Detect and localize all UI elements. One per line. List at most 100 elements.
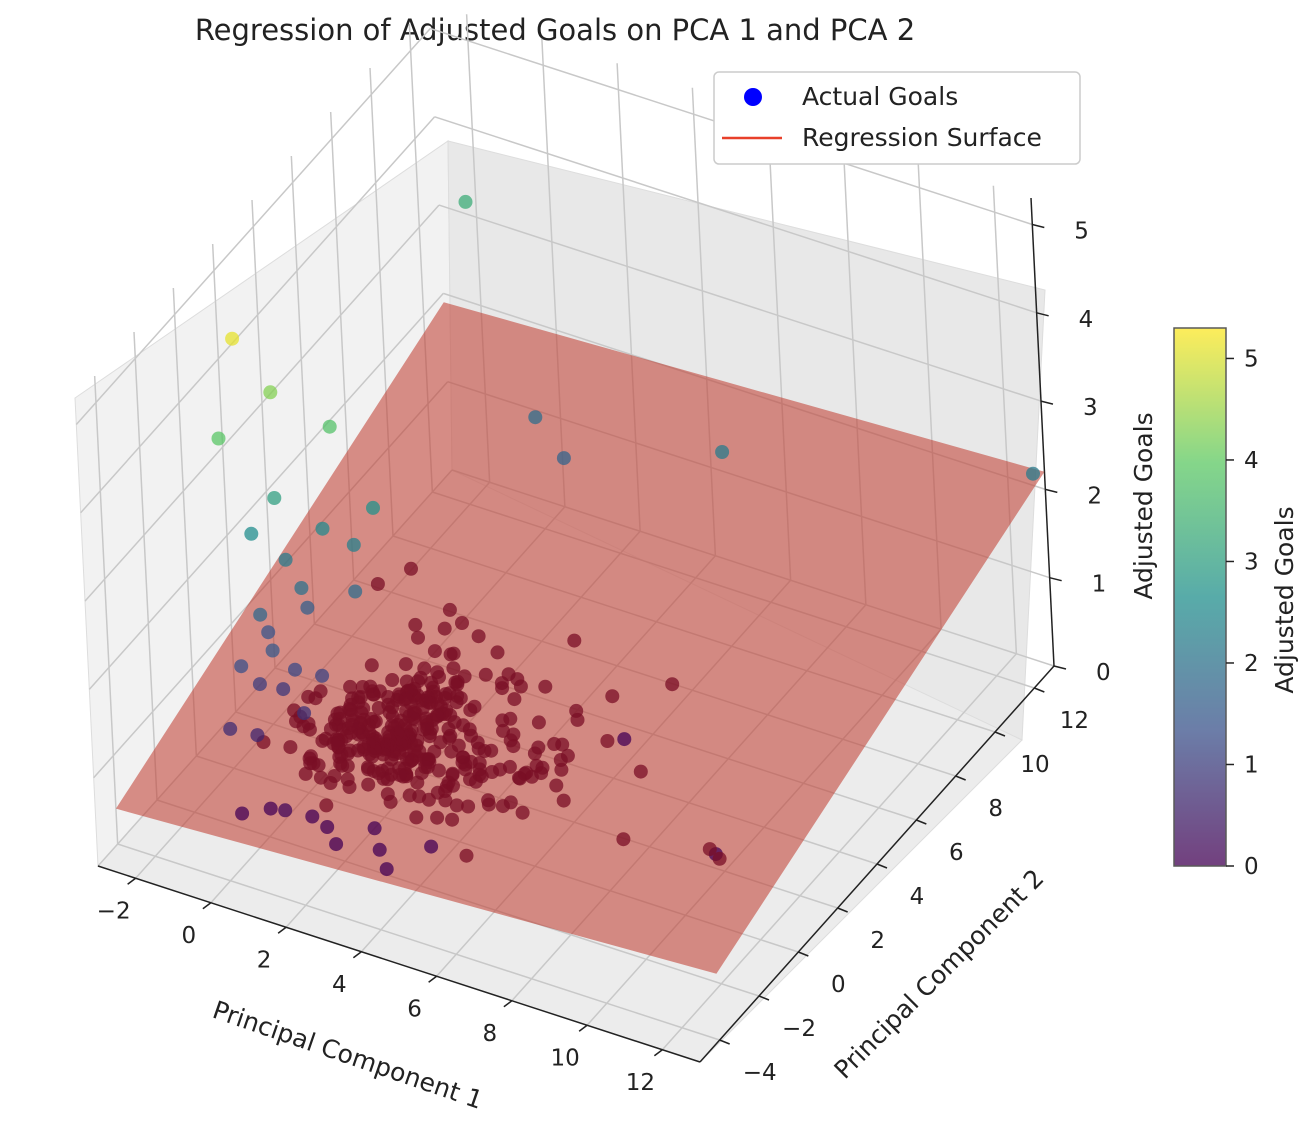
data-point — [512, 771, 526, 785]
data-point — [665, 677, 679, 691]
y-tick-mark — [1034, 688, 1044, 692]
data-point — [617, 732, 631, 746]
data-point — [253, 677, 267, 691]
data-point — [460, 849, 474, 863]
data-point — [267, 491, 281, 505]
y-tick-label: −4 — [743, 1060, 777, 1086]
data-point — [600, 734, 614, 748]
x-tick-label: 0 — [182, 923, 197, 949]
data-point — [605, 689, 619, 703]
data-point — [472, 629, 486, 643]
data-point — [348, 585, 362, 599]
x-tick-label: 2 — [257, 947, 272, 973]
data-point — [314, 771, 328, 785]
data-point — [315, 669, 329, 683]
data-point — [234, 659, 248, 673]
data-point — [366, 501, 380, 515]
z-tick-label: 5 — [1074, 218, 1089, 244]
x-tick-mark — [504, 1001, 512, 1007]
data-point — [288, 663, 302, 677]
data-point — [455, 616, 469, 630]
x-tick-label: −2 — [97, 898, 131, 924]
data-point — [567, 634, 581, 648]
colorbar-tick-label: 4 — [1244, 448, 1259, 474]
legend-label-actual: Actual Goals — [802, 82, 958, 111]
data-point — [443, 603, 457, 617]
z-tick-mark — [1054, 666, 1066, 669]
y-tick-label: 10 — [1020, 752, 1049, 778]
data-point — [428, 644, 442, 658]
x-tick-mark — [429, 976, 437, 982]
data-point — [266, 644, 280, 658]
data-point — [283, 740, 297, 754]
data-point — [506, 739, 520, 753]
z-tick-label: 1 — [1092, 572, 1107, 598]
data-point — [385, 673, 399, 687]
data-point — [297, 706, 311, 720]
data-point — [495, 681, 509, 695]
y-tick-label: −2 — [782, 1016, 816, 1042]
y-tick-mark — [720, 1040, 730, 1044]
colorbar-ticks: 012345 — [1226, 346, 1259, 880]
data-point — [472, 742, 486, 756]
data-point — [329, 837, 343, 851]
data-point — [399, 657, 413, 671]
y-tick-label: 6 — [949, 840, 964, 866]
z-tick-mark — [1050, 578, 1062, 581]
data-point — [373, 843, 387, 857]
data-point — [305, 810, 319, 824]
z-tick-mark — [1045, 489, 1057, 492]
data-point — [547, 737, 561, 751]
data-point — [463, 772, 477, 786]
data-point — [263, 385, 277, 399]
data-point — [491, 645, 505, 659]
data-point — [445, 813, 459, 827]
data-point — [343, 780, 357, 794]
data-point — [459, 195, 473, 209]
legend-dot-marker — [744, 88, 762, 106]
data-point — [557, 794, 571, 808]
y-tick-label: 0 — [831, 972, 846, 998]
data-point — [316, 522, 330, 536]
data-point — [438, 622, 452, 636]
data-point — [223, 722, 237, 736]
data-point — [323, 420, 337, 434]
x-tick-label: 8 — [483, 1021, 498, 1047]
data-point — [463, 703, 477, 717]
data-point — [299, 767, 313, 781]
data-point — [279, 553, 293, 567]
data-point — [368, 821, 382, 835]
data-point — [244, 527, 258, 541]
x-tick-label: 4 — [332, 972, 347, 998]
x-tick-label: 6 — [407, 996, 422, 1022]
data-point — [300, 601, 314, 615]
data-point — [333, 757, 347, 771]
data-point — [278, 803, 292, 817]
chart-title: Regression of Adjusted Goals on PCA 1 an… — [195, 13, 915, 47]
data-point — [315, 734, 329, 748]
data-point — [424, 840, 438, 854]
data-point — [365, 658, 379, 672]
data-point — [408, 618, 422, 632]
data-point — [411, 631, 425, 645]
data-point — [532, 715, 546, 729]
z-tick-mark — [1041, 401, 1053, 404]
data-point — [571, 713, 585, 727]
z-tick-label: 4 — [1079, 307, 1094, 333]
colorbar-tick-label: 3 — [1244, 549, 1259, 575]
x-axis-label: Principal Component 1 — [209, 995, 486, 1115]
y-tick-label: 8 — [988, 796, 1003, 822]
data-point — [409, 810, 423, 824]
data-point — [235, 807, 249, 821]
data-point — [261, 625, 275, 639]
x-tick-label: 12 — [626, 1070, 655, 1096]
data-point — [634, 765, 648, 779]
x-tick-label: 10 — [550, 1045, 579, 1071]
z-tick-label: 3 — [1083, 395, 1098, 421]
z-tick-mark — [1032, 224, 1044, 227]
y-tick-label: 2 — [870, 928, 885, 954]
data-point — [404, 562, 418, 576]
data-point — [294, 581, 308, 595]
x-tick-mark — [278, 927, 286, 933]
